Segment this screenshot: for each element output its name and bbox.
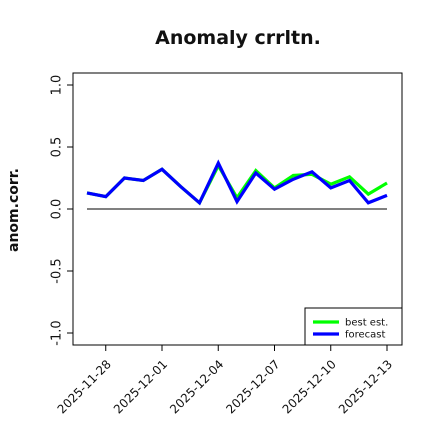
x-tick-label: 2025-12-01 [111,357,170,416]
y-axis-label: anom.corr. [6,168,22,252]
chart-title: Anomaly crrltn. [155,27,321,49]
y-tick-label: 0.5 [50,137,65,158]
legend-box [304,307,403,346]
y-axis: -1.0 -0.5 0.0 0.5 1.0 [50,75,73,346]
y-tick-label: -0.5 [50,258,65,283]
legend-label: best est. [345,318,388,329]
x-axis: 2025-11-282025-12-012025-12-042025-12-07… [55,345,395,416]
x-tick-label: 2025-12-07 [223,357,282,416]
y-tick-label: 1.0 [50,75,65,96]
legend-label: forecast [345,330,386,341]
y-tick-label: 0.0 [50,199,65,220]
y-tick-label: -1.0 [50,320,65,345]
series-line-forecast [86,159,388,206]
x-tick-label: 2025-12-10 [280,357,339,416]
x-tick-label: 2025-12-13 [336,357,395,416]
x-tick-label: 2025-12-04 [167,357,226,416]
legend: best est.forecast [304,307,403,346]
series-layer [86,159,388,206]
x-tick-label: 2025-11-28 [55,357,114,416]
